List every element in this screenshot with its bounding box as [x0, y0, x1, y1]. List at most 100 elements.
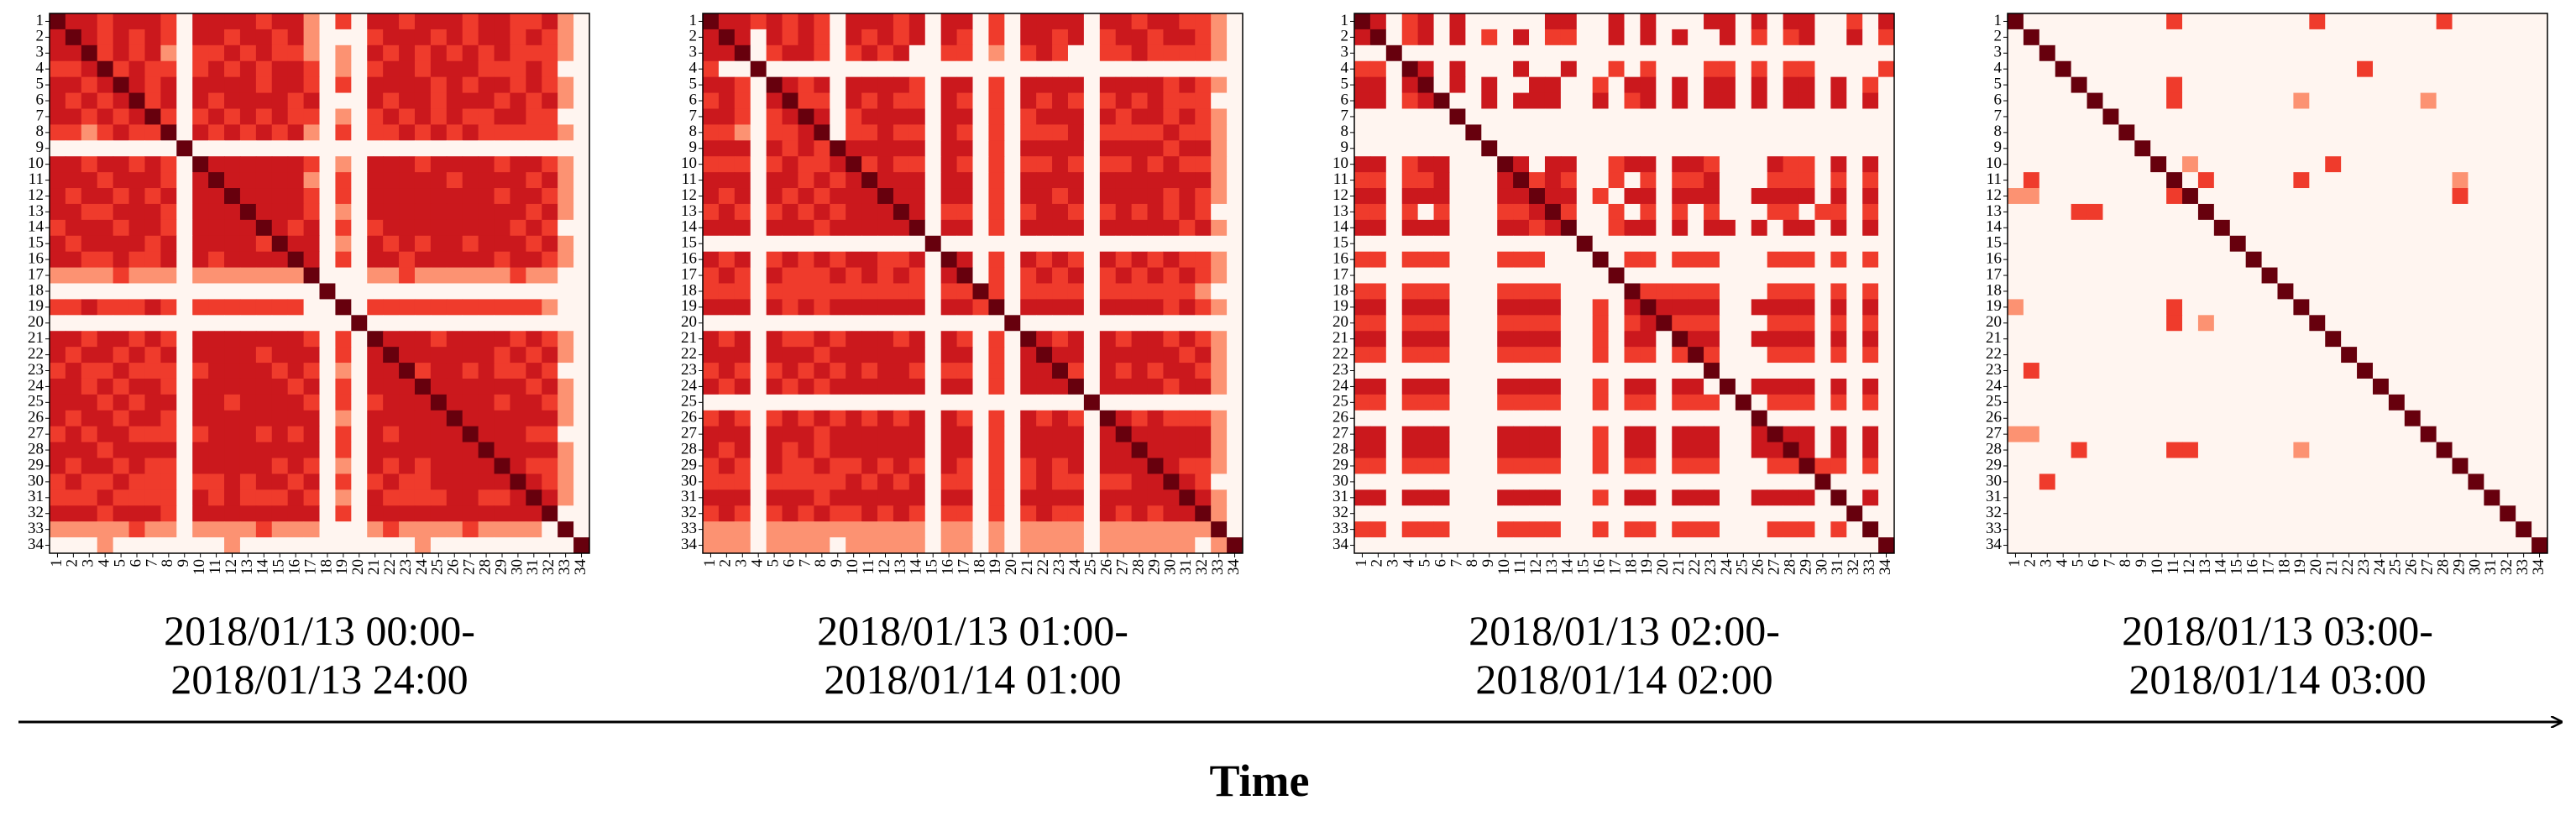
- heatmap-cell: [1608, 299, 1625, 316]
- heatmap-cell: [65, 378, 82, 395]
- heatmap-cell: [303, 44, 320, 62]
- heatmap-cell: [2008, 44, 2024, 62]
- heatmap-cell: [255, 394, 273, 411]
- heatmap-cell: [1147, 410, 1164, 427]
- heatmap-cell: [128, 394, 145, 411]
- heatmap-cell: [1195, 235, 1212, 253]
- heatmap-cell: [462, 378, 479, 395]
- heatmap-cell: [2197, 203, 2215, 221]
- heatmap-cell: [1560, 315, 1578, 332]
- heatmap-cell: [1529, 188, 1546, 205]
- heatmap-cell: [2055, 347, 2072, 364]
- heatmap-cell: [940, 442, 958, 459]
- heatmap-cell: [128, 299, 145, 316]
- heatmap-cell: [510, 251, 526, 269]
- heatmap-cell: [2357, 29, 2374, 46]
- heatmap-cell: [1131, 489, 1149, 506]
- heatmap-cell: [2086, 315, 2103, 332]
- heatmap-cell: [782, 521, 798, 538]
- heatmap-cell: [1449, 108, 1466, 125]
- heatmap-cell: [558, 267, 574, 284]
- heatmap-cell: [192, 426, 209, 443]
- heatmap-cell: [287, 124, 305, 141]
- heatmap-cell: [192, 347, 209, 364]
- heatmap-cell: [1544, 156, 1562, 173]
- heatmap-cell: [2404, 108, 2422, 125]
- heatmap-cell: [526, 426, 542, 443]
- heatmap-cell: [319, 315, 336, 332]
- heatmap-cell: [988, 29, 1005, 46]
- heatmap-cell: [1449, 378, 1466, 395]
- y-tick-label: 6: [1341, 91, 1349, 108]
- heatmap-cell: [1830, 76, 1847, 94]
- heatmap-cell: [1354, 426, 1371, 443]
- heatmap-cell: [1036, 13, 1053, 30]
- heatmap-cell: [1417, 44, 1435, 62]
- heatmap-cell: [1401, 156, 1419, 173]
- heatmap-cell: [2213, 108, 2231, 125]
- heatmap-cell: [1862, 537, 1879, 554]
- heatmap-cell: [351, 235, 368, 253]
- heatmap-cell: [1465, 458, 1482, 474]
- heatmap-cell: [2118, 410, 2135, 427]
- heatmap-cell: [319, 442, 336, 459]
- heatmap-cell: [1814, 13, 1831, 30]
- heatmap-cell: [1369, 426, 1387, 443]
- heatmap-cell: [1004, 299, 1021, 316]
- heatmap-cell: [1624, 124, 1641, 141]
- heatmap-cell: [1433, 521, 1450, 538]
- heatmap-cell: [2484, 442, 2500, 459]
- heatmap-cell: [160, 29, 177, 46]
- heatmap-cell: [1767, 505, 1784, 522]
- heatmap-cell: [2023, 267, 2040, 284]
- heatmap-cell: [462, 188, 479, 205]
- heatmap-cell: [239, 363, 257, 379]
- heatmap-cell: [573, 283, 590, 300]
- heatmap-cell: [65, 235, 82, 253]
- heatmap-cell: [2404, 235, 2422, 253]
- heatmap-cell: [1830, 283, 1847, 300]
- heatmap-cell: [1449, 44, 1466, 62]
- heatmap-cell: [1163, 410, 1180, 427]
- heatmap-cell: [1862, 251, 1879, 269]
- heatmap-cell: [287, 203, 305, 221]
- heatmap-cell: [128, 188, 145, 205]
- heatmap-cell: [2182, 473, 2199, 490]
- heatmap-cell: [2118, 92, 2135, 109]
- heatmap-cell: [2468, 124, 2484, 141]
- heatmap-cell: [1846, 521, 1863, 538]
- heatmap-cell: [573, 267, 590, 284]
- heatmap-cell: [1656, 219, 1673, 237]
- heatmap-cell: [2293, 363, 2310, 379]
- heatmap-cell: [1481, 410, 1498, 427]
- heatmap-cell: [1036, 172, 1053, 189]
- heatmap-cell: [1067, 315, 1085, 332]
- heatmap-cell: [1767, 458, 1784, 474]
- heatmap-cell: [1497, 331, 1514, 348]
- heatmap-cell: [1227, 92, 1243, 109]
- heatmap-cell: [335, 363, 352, 379]
- heatmap-cell: [287, 60, 305, 78]
- heatmap-cell: [367, 172, 384, 189]
- y-tick-label: 27: [1333, 425, 1348, 442]
- heatmap-cell: [1004, 283, 1021, 300]
- heatmap-cell: [2293, 172, 2310, 189]
- heatmap-cell: [1227, 378, 1243, 395]
- heatmap-cell: [1417, 251, 1435, 269]
- heatmap-cell: [1052, 442, 1069, 459]
- heatmap-cell: [2293, 29, 2310, 46]
- heatmap-cell: [1449, 505, 1466, 522]
- heatmap-cell: [1163, 124, 1180, 141]
- heatmap-cell: [2150, 442, 2167, 459]
- heatmap-cell: [1529, 267, 1546, 284]
- heatmap-cell: [208, 442, 225, 459]
- heatmap-cell: [1592, 188, 1610, 205]
- heatmap-cell: [1433, 156, 1450, 173]
- heatmap-cell: [367, 442, 384, 459]
- heatmap-cell: [351, 505, 368, 522]
- heatmap-cell: [65, 92, 82, 109]
- heatmap-cell: [2118, 426, 2135, 443]
- heatmap-cell: [542, 458, 558, 474]
- heatmap-cell: [1830, 108, 1847, 125]
- heatmap-cell: [1179, 473, 1196, 490]
